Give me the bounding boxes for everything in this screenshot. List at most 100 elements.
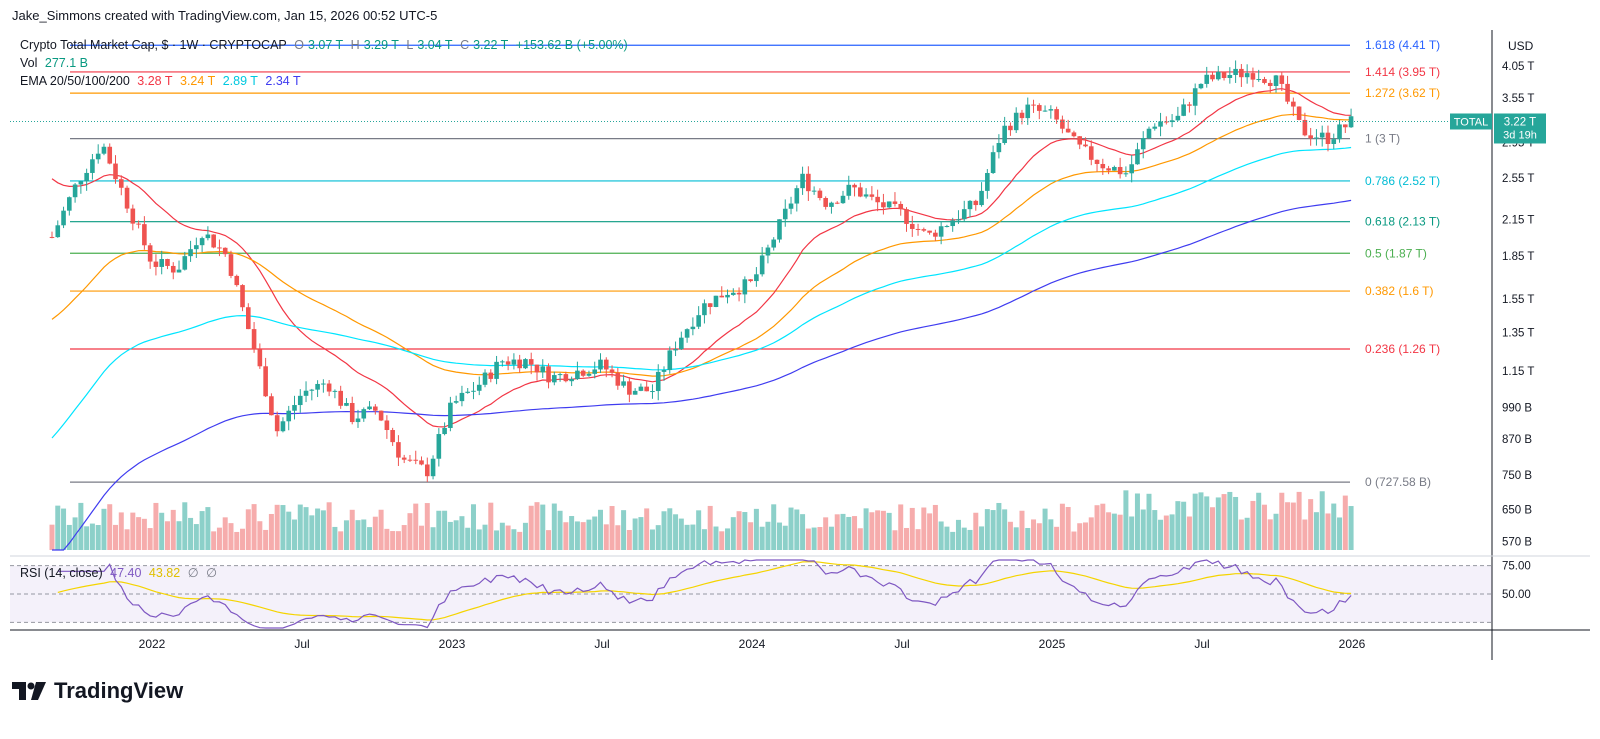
candle-body-56 [373, 406, 378, 411]
volume-bar-71 [459, 516, 465, 550]
candle-body-188 [1135, 149, 1140, 165]
volume-bar-52 [349, 509, 355, 550]
candle-body-187 [1129, 164, 1134, 174]
candle-body-21 [170, 265, 176, 273]
candle-body-60 [396, 442, 401, 458]
candle-body-158 [961, 209, 967, 220]
volume-bar-175 [1059, 503, 1065, 550]
price-chart[interactable]: 1.618 (4.41 T) 1.414 (3.95 T) 1.272 (3.62 … [10, 30, 1590, 660]
volume-bar-48 [326, 502, 332, 550]
candle-body-142 [869, 194, 875, 197]
candle-body-17 [147, 245, 153, 262]
volume-bar-101 [632, 518, 638, 550]
fib-label-7: 0.382 (1.6 T) [1365, 284, 1433, 298]
volume-bar-83 [528, 505, 534, 550]
candle-body-161 [979, 190, 984, 206]
price-tick-12: 750 B [1502, 470, 1532, 482]
volume-bar-30 [222, 517, 228, 550]
volume-bar-103 [644, 508, 650, 550]
volume-label[interactable]: Vol [20, 56, 38, 70]
candle-body-76 [488, 372, 494, 379]
volume-bar-67 [436, 510, 442, 550]
candle-body-167 [1013, 112, 1019, 131]
candle-body-5 [78, 181, 84, 185]
candle-body-28 [211, 234, 216, 248]
candle-body-155 [944, 226, 950, 228]
volume-bar-221 [1325, 513, 1331, 550]
ema-label[interactable]: EMA 20/50/100/200 [20, 74, 130, 88]
candle-body-139 [852, 184, 857, 188]
volume-bar-172 [1042, 508, 1048, 550]
volume-bar-116 [719, 531, 725, 550]
candle-body-154 [938, 226, 944, 237]
candle-body-181 [1094, 159, 1100, 164]
candle-body-174 [1054, 109, 1059, 120]
volume-bar-200 [1204, 496, 1210, 550]
time-tick-5: Jul [894, 637, 909, 651]
volume-bar-156 [950, 531, 956, 550]
rsi-empty-1: ∅ [187, 566, 199, 580]
candle-body-62 [407, 459, 413, 461]
candle-body-66 [430, 458, 436, 477]
fib-label-4: 0.786 (2.52 T) [1365, 174, 1440, 188]
ema20-value: 3.28 T [137, 74, 173, 88]
price-tick-10: 990 B [1502, 402, 1532, 414]
candle-body-157 [956, 219, 961, 221]
volume-bar-189 [1140, 509, 1146, 550]
fib-retracement [70, 44, 1350, 483]
volume-bar-173 [1048, 519, 1054, 550]
volume-bar-225 [1348, 506, 1354, 550]
candle-body-160 [973, 200, 979, 206]
volume-bar-47 [320, 510, 326, 550]
volume-bar-68 [442, 510, 448, 550]
chart-frame[interactable]: 1.618 (4.41 T) 1.414 (3.95 T) 1.272 (3.62 … [10, 30, 1590, 660]
candle-body-176 [1065, 128, 1071, 133]
time-tick-8: 2026 [1339, 637, 1366, 651]
candle-body-162 [985, 173, 990, 191]
volume-bar-165 [1002, 509, 1008, 550]
fib-label-3: 1 (3 T) [1365, 132, 1400, 146]
volume-bar-150 [915, 529, 921, 550]
volume-bar-93 [586, 519, 592, 550]
volume-bar-142 [869, 512, 875, 550]
rsi-label[interactable]: RSI (14, close) [20, 566, 103, 580]
volume-bar-13 [124, 529, 130, 550]
candle-body-215 [1291, 101, 1296, 107]
volume-bar-136 [834, 514, 840, 550]
candle-body-138 [846, 184, 852, 196]
volume-bar-193 [1163, 515, 1169, 550]
volume-bar-223 [1337, 517, 1343, 550]
currency-label: USD [1508, 39, 1534, 53]
candle-body-102 [638, 386, 644, 391]
fib-label-1: 1.414 (3.95 T) [1365, 65, 1440, 79]
candle-body-48 [326, 383, 332, 392]
volume-bar-197 [1186, 516, 1192, 550]
volume-bar-75 [482, 524, 488, 550]
volume-bar-89 [563, 522, 569, 550]
low-value: 3.04 T [417, 38, 453, 52]
candle-body-218 [1308, 135, 1313, 139]
candle-body-108 [673, 349, 678, 351]
volume-bar-27 [205, 507, 211, 550]
candle-body-197 [1187, 104, 1192, 106]
candle-body-7 [90, 159, 95, 173]
symbol-name[interactable]: Crypto Total Market Cap, $ · 1W · CRYPTO… [20, 38, 287, 52]
candle-body-112 [696, 315, 701, 327]
candle-body-53 [355, 418, 361, 423]
volume-bar-155 [944, 526, 950, 550]
candle-body-70 [453, 401, 459, 403]
candle-body-144 [881, 202, 886, 208]
volume-bar-91 [574, 521, 580, 550]
volume-bar-104 [649, 529, 655, 550]
candle-body-82 [523, 359, 528, 369]
volume-bar-167 [1013, 527, 1019, 550]
tradingview-logo[interactable]: TradingView [12, 678, 183, 704]
candle-body-31 [228, 254, 234, 276]
fib-label-9: 0 (727.58 B) [1365, 475, 1431, 489]
price-badge-value: 3.22 T [1504, 116, 1536, 128]
candle-body-110 [684, 329, 690, 338]
candle-body-1 [55, 225, 61, 238]
candle-body-224 [1343, 124, 1348, 128]
tradingview-logo-text: TradingView [54, 678, 184, 703]
volume-bar-158 [961, 527, 967, 550]
